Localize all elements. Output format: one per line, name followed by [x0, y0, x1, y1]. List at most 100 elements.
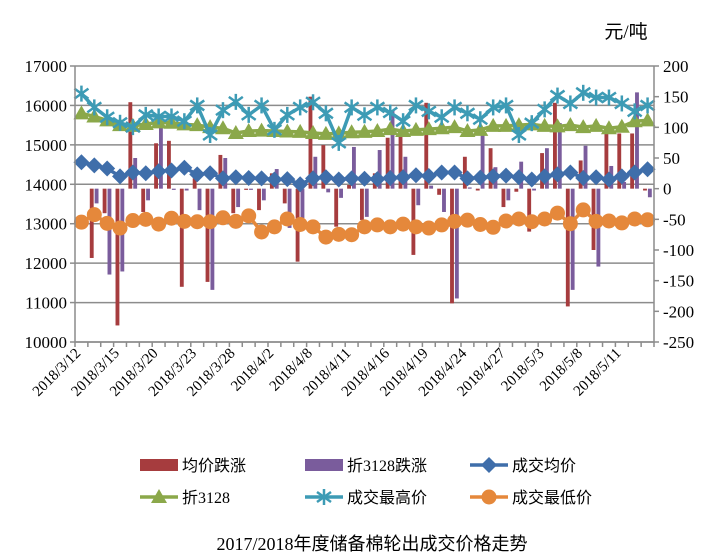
data-point — [292, 99, 308, 116]
data-point — [227, 169, 244, 186]
bar-avg-change — [617, 133, 622, 189]
star-stroke — [433, 111, 450, 124]
star-stroke — [163, 110, 180, 123]
bar-discount-change — [429, 185, 434, 189]
legend-item: 成交最低价 — [470, 489, 592, 507]
star-stroke — [575, 86, 591, 99]
data-point — [626, 113, 643, 128]
bar-discount-change — [171, 188, 176, 190]
bar-avg-change — [102, 188, 107, 214]
legend-item: 成交最高价 — [305, 489, 427, 507]
star-stroke — [292, 101, 308, 114]
data-point — [292, 123, 309, 138]
data-point — [562, 95, 579, 112]
left-tick-label: 17000 — [25, 57, 68, 76]
star-stroke — [408, 99, 424, 112]
data-point — [176, 159, 193, 176]
data-point — [420, 121, 437, 136]
bar-discount-change — [197, 188, 202, 211]
data-point — [640, 212, 656, 228]
data-point — [138, 211, 154, 227]
chart-title: 2017/2018年度储备棉轮出成交价格走势 — [217, 534, 528, 554]
data-point — [408, 97, 424, 114]
bar-discount-change — [339, 188, 343, 198]
left-tick-label: 13000 — [25, 215, 68, 234]
bar-avg-change — [565, 188, 570, 307]
data-point — [214, 120, 231, 135]
data-point — [549, 118, 566, 133]
star-stroke — [536, 103, 553, 116]
bar-avg-change — [321, 145, 326, 189]
data-point — [253, 122, 270, 137]
star-stroke — [316, 490, 332, 504]
data-point — [215, 102, 231, 119]
data-point — [510, 169, 527, 186]
bar-discount-change — [287, 188, 292, 228]
bar-discount-change — [622, 181, 627, 189]
right-tick-label: 200 — [663, 57, 689, 76]
bar-discount-change — [635, 92, 639, 189]
data-point — [318, 229, 334, 245]
data-point — [382, 219, 398, 235]
data-point — [266, 121, 283, 138]
data-point — [202, 214, 218, 230]
data-point — [164, 210, 179, 226]
data-point — [151, 216, 167, 232]
data-point — [613, 118, 630, 133]
data-point — [369, 123, 386, 138]
data-point — [639, 161, 656, 178]
bar-avg-change — [604, 133, 609, 189]
bar-discount-change — [364, 188, 369, 217]
data-point — [369, 99, 386, 116]
bar-avg-change — [643, 188, 647, 191]
star-stroke — [639, 99, 656, 112]
data-point — [240, 106, 257, 123]
bar-avg-change — [398, 129, 403, 189]
data-point — [279, 123, 296, 138]
star-stroke — [459, 107, 476, 120]
star-stroke — [125, 121, 141, 134]
data-point — [472, 121, 489, 136]
star-stroke — [266, 123, 283, 136]
star-stroke — [73, 87, 90, 100]
star-stroke — [485, 101, 501, 114]
data-point — [588, 117, 605, 132]
data-point — [485, 168, 502, 185]
data-point — [382, 169, 399, 186]
data-point — [562, 216, 578, 232]
star-stroke — [562, 97, 579, 110]
data-point — [305, 219, 321, 235]
data-point — [138, 106, 154, 123]
data-point — [537, 211, 553, 227]
data-point — [588, 169, 605, 186]
bar-avg-change — [475, 188, 480, 191]
data-point — [562, 164, 579, 181]
star-stroke — [395, 115, 411, 128]
data-point — [447, 213, 463, 229]
data-point — [459, 170, 476, 187]
data-point — [176, 213, 192, 229]
star-stroke — [524, 117, 540, 130]
data-point — [498, 117, 515, 132]
data-point — [524, 115, 540, 132]
star-stroke — [189, 99, 205, 112]
data-point — [176, 113, 193, 130]
bar-avg-change — [334, 188, 339, 227]
bar-discount-change — [416, 188, 421, 206]
data-point — [189, 166, 206, 183]
star-stroke — [150, 110, 167, 123]
data-point — [408, 219, 424, 235]
right-tick-label: -50 — [663, 210, 686, 229]
star-stroke — [202, 128, 218, 142]
star-stroke — [498, 99, 514, 112]
legend-label: 成交均价 — [512, 457, 576, 475]
data-point — [524, 214, 540, 230]
data-point — [292, 176, 309, 193]
data-point — [305, 170, 322, 187]
bar-avg-change — [192, 178, 197, 189]
data-point — [614, 215, 630, 231]
data-point — [253, 170, 270, 187]
data-point — [369, 217, 385, 233]
bar-discount-change — [442, 188, 446, 212]
